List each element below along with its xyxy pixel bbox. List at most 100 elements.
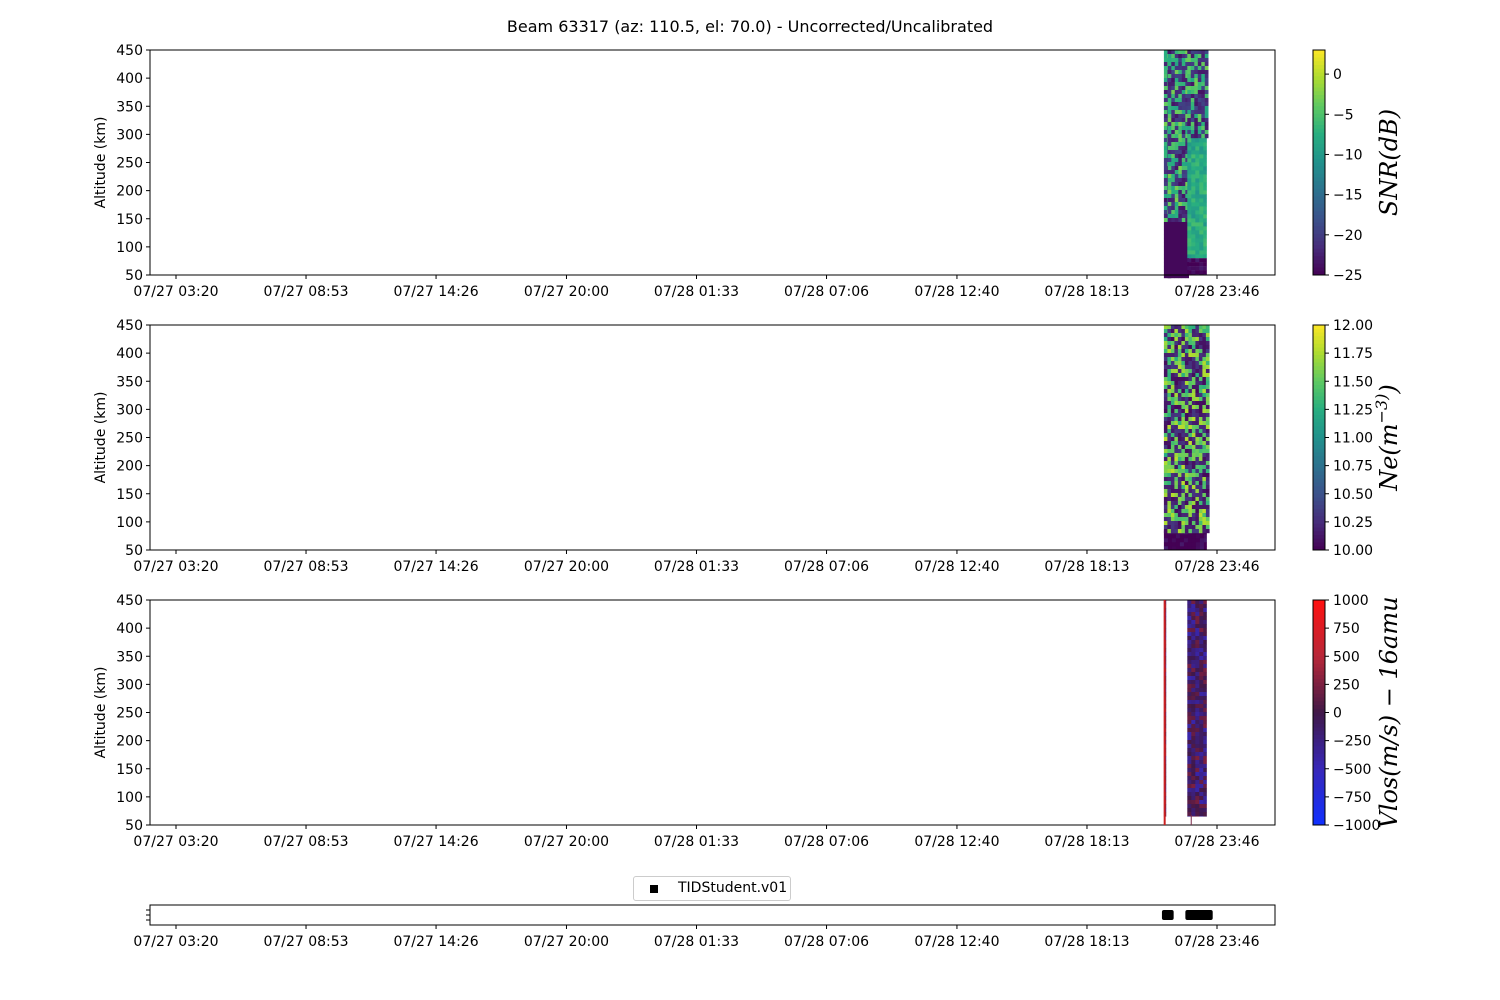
colorbar-segment bbox=[1313, 813, 1325, 818]
colorbar-segment bbox=[1313, 158, 1325, 163]
colorbar-segment bbox=[1313, 325, 1325, 330]
heatmap-cell bbox=[1188, 417, 1193, 422]
heatmap-cell bbox=[1183, 542, 1189, 547]
heatmap-cell bbox=[1197, 106, 1202, 111]
heatmap-cell bbox=[1187, 202, 1192, 207]
heatmap-cell bbox=[1188, 465, 1193, 470]
heatmap-cell bbox=[1205, 421, 1210, 426]
heatmap-cell bbox=[1167, 385, 1172, 390]
heatmap-cell bbox=[1187, 652, 1192, 657]
heatmap-cell bbox=[1199, 628, 1204, 633]
heatmap-cell bbox=[1199, 162, 1204, 167]
heatmap-cell bbox=[1167, 66, 1172, 71]
heatmap-cell bbox=[1185, 130, 1189, 135]
colorbar-segment bbox=[1313, 535, 1325, 540]
heatmap-cell bbox=[1199, 636, 1204, 641]
colorbar-segment bbox=[1313, 151, 1325, 156]
heatmap-cell bbox=[1167, 258, 1172, 263]
heatmap-cell bbox=[1181, 341, 1186, 346]
heatmap-cell bbox=[1171, 106, 1175, 111]
heatmap-cell bbox=[1178, 234, 1182, 239]
heatmap-cell bbox=[1181, 453, 1186, 458]
heatmap-cell bbox=[1203, 202, 1207, 207]
heatmap-cell bbox=[1191, 150, 1196, 155]
heatmap-cell bbox=[1187, 772, 1192, 777]
heatmap-cell bbox=[1184, 485, 1189, 490]
heatmap-cell bbox=[1171, 154, 1175, 159]
heatmap-cell bbox=[1195, 417, 1200, 422]
heatmap-cell bbox=[1178, 270, 1182, 275]
heatmap-cell bbox=[1202, 413, 1207, 418]
y-tick-label: 450 bbox=[116, 593, 143, 609]
colorbar-tick-label: 12.00 bbox=[1333, 318, 1373, 334]
heatmap-cell bbox=[1191, 792, 1196, 797]
heatmap-cell bbox=[1167, 457, 1172, 462]
heatmap-cell bbox=[1171, 234, 1175, 239]
heatmap-cell bbox=[1167, 341, 1172, 346]
heatmap-cell bbox=[1195, 206, 1200, 211]
heatmap-cell bbox=[1188, 393, 1193, 398]
heatmap-cell bbox=[1170, 405, 1175, 410]
heatmap-cell bbox=[1170, 465, 1175, 470]
heatmap-cell bbox=[1195, 704, 1200, 709]
colorbar-segment bbox=[1313, 422, 1325, 427]
heatmap-cell bbox=[1171, 102, 1175, 107]
heatmap-cell bbox=[1195, 441, 1200, 446]
heatmap-cell bbox=[1174, 385, 1179, 390]
heatmap-cell bbox=[1167, 254, 1172, 259]
heatmap-cell bbox=[1187, 98, 1191, 103]
colorbar-segment bbox=[1313, 237, 1325, 242]
heatmap-cell bbox=[1181, 162, 1186, 167]
heatmap-cell bbox=[1178, 182, 1182, 187]
heatmap-cell bbox=[1163, 178, 1168, 183]
colorbar-segment bbox=[1313, 98, 1325, 103]
heatmap-cell bbox=[1190, 134, 1195, 139]
heatmap-cell bbox=[1195, 816, 1200, 817]
heatmap-cell bbox=[1181, 138, 1186, 143]
heatmap-cell bbox=[1174, 202, 1179, 207]
heatmap-cell bbox=[1185, 230, 1189, 235]
heatmap-cell bbox=[1163, 397, 1168, 402]
heatmap-cell bbox=[1178, 98, 1182, 103]
heatmap-cell bbox=[1174, 377, 1179, 382]
heatmap-cell bbox=[1199, 788, 1204, 793]
colorbar-tick-label: 11.25 bbox=[1333, 402, 1373, 418]
colorbar-tick-label: −1000 bbox=[1333, 818, 1380, 834]
heatmap-cell bbox=[1174, 114, 1179, 119]
heatmap-cell bbox=[1197, 102, 1202, 107]
heatmap-cell bbox=[1185, 78, 1189, 83]
y-tick-label: 400 bbox=[116, 621, 143, 637]
heatmap-cell bbox=[1163, 333, 1168, 338]
x-tick-label: 07/28 23:46 bbox=[1174, 934, 1259, 950]
heatmap-cell bbox=[1163, 357, 1168, 362]
heatmap-cell bbox=[1177, 497, 1182, 502]
heatmap-cell bbox=[1195, 429, 1200, 434]
heatmap-cell bbox=[1187, 728, 1192, 733]
heatmap-cell bbox=[1195, 772, 1200, 777]
heatmap-cell bbox=[1184, 337, 1189, 342]
heatmap-cell bbox=[1198, 521, 1203, 526]
heatmap-cell bbox=[1163, 222, 1168, 227]
heatmap-cell bbox=[1190, 90, 1195, 95]
heatmap-cell bbox=[1199, 688, 1204, 693]
heatmap-cell bbox=[1191, 664, 1196, 669]
heatmap-cell bbox=[1181, 246, 1186, 251]
heatmap-cell bbox=[1197, 130, 1202, 135]
heatmap-cell bbox=[1195, 640, 1200, 645]
heatmap-cell bbox=[1170, 417, 1175, 422]
heatmap-cell bbox=[1187, 70, 1191, 75]
heatmap-cell bbox=[1167, 417, 1172, 422]
heatmap-cell bbox=[1199, 230, 1204, 235]
heatmap-cell bbox=[1190, 110, 1195, 115]
heatmap-cell bbox=[1201, 114, 1205, 119]
heatmap-cell bbox=[1205, 401, 1210, 406]
heatmap-cell bbox=[1190, 86, 1195, 91]
heatmap-cell bbox=[1178, 194, 1182, 199]
heatmap-cell bbox=[1181, 525, 1186, 530]
heatmap-cell bbox=[1203, 146, 1207, 151]
heatmap-cell bbox=[1163, 413, 1168, 418]
heatmap-cell bbox=[1191, 672, 1196, 677]
heatmap-cell bbox=[1167, 214, 1172, 219]
heatmap-cell bbox=[1188, 453, 1193, 458]
heatmap-cell bbox=[1181, 270, 1186, 275]
